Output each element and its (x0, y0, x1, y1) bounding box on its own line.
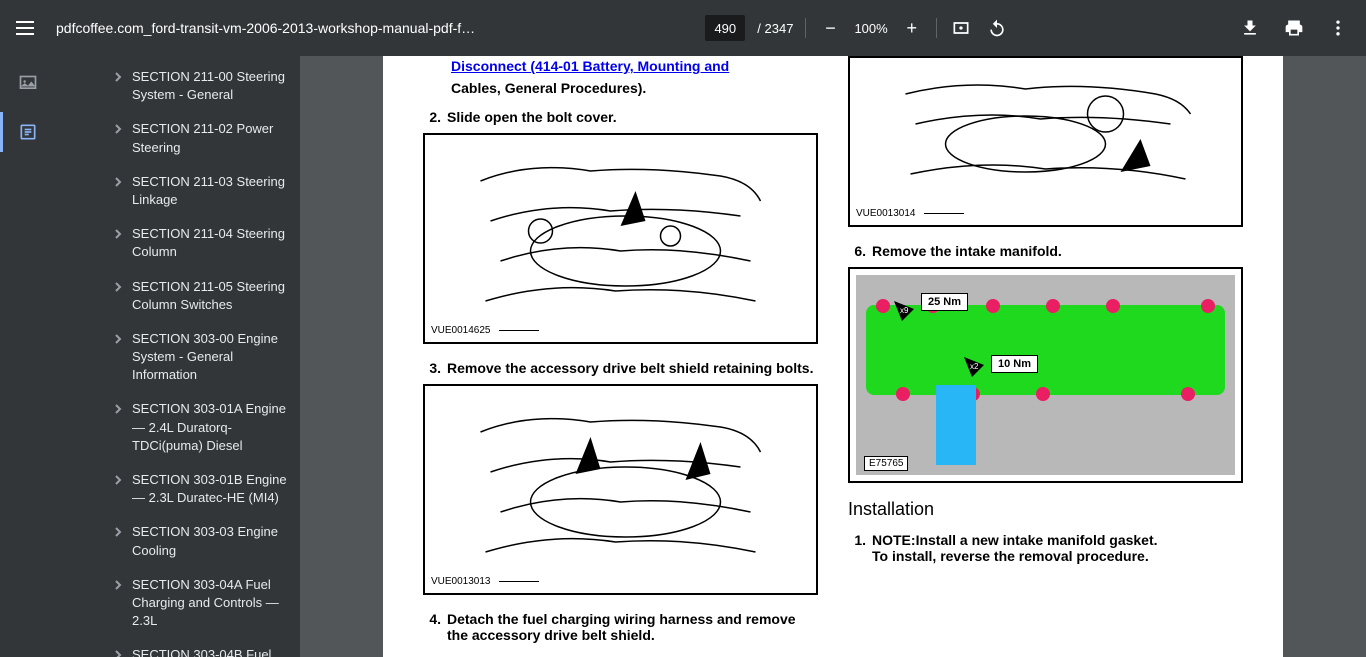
outline-item[interactable]: SECTION 211-02 Power Steering (56, 112, 300, 164)
outline-item-label: SECTION 211-02 Power Steering (132, 120, 288, 156)
outline-item-label: SECTION 303-00 Engine System - General I… (132, 330, 288, 385)
chevron-right-icon[interactable] (112, 578, 124, 590)
print-icon[interactable] (1282, 16, 1306, 40)
chevron-right-icon[interactable] (112, 227, 124, 239)
figure-right-2: 25 Nm 10 Nm x9 x2 E75765 (848, 267, 1243, 483)
outline-item[interactable]: SECTION 303-03 Engine Cooling (56, 515, 300, 567)
chevron-right-icon[interactable] (112, 402, 124, 414)
install-step-1: 1. NOTE:Install a new intake manifold ga… (848, 532, 1243, 564)
chevron-right-icon[interactable] (112, 473, 124, 485)
pdf-page: Disconnect (414-01 Battery, Mounting and… (383, 56, 1283, 657)
figure-2: VUE0013013 (423, 384, 818, 595)
thumbnails-tab[interactable] (16, 72, 40, 96)
chevron-right-icon[interactable] (112, 332, 124, 344)
outline-item-label: SECTION 211-05 Steering Column Switches (132, 278, 288, 314)
procedure-link[interactable]: Disconnect (414-01 Battery, Mounting and (451, 58, 729, 74)
figure-code: E75765 (864, 456, 908, 471)
main-area: SECTION 211-00 Steering System - General… (0, 56, 1366, 657)
divider (805, 18, 806, 38)
page-number-input[interactable] (705, 15, 745, 41)
torque-label-1: 25 Nm (921, 293, 968, 311)
rotate-icon[interactable] (985, 16, 1009, 40)
figure-right-1: VUE0013014 (848, 56, 1243, 227)
step-6: 6. Remove the intake manifold. (848, 243, 1243, 259)
outline-item-label: SECTION 303-03 Engine Cooling (132, 523, 288, 559)
sidebar-tabs (0, 56, 56, 657)
chevron-right-icon[interactable] (112, 70, 124, 82)
step-3: 3. Remove the accessory drive belt shiel… (423, 360, 818, 376)
chevron-right-icon[interactable] (112, 648, 124, 657)
content-area[interactable]: Disconnect (414-01 Battery, Mounting and… (300, 56, 1366, 657)
outline-item[interactable]: SECTION 303-00 Engine System - General I… (56, 322, 300, 393)
outline-item-label: SECTION 211-03 Steering Linkage (132, 173, 288, 209)
download-icon[interactable] (1238, 16, 1262, 40)
pipe-graphic (936, 385, 976, 465)
outline-item[interactable]: SECTION 303-04A Fuel Charging and Contro… (56, 568, 300, 639)
divider (936, 18, 937, 38)
fit-page-icon[interactable] (949, 16, 973, 40)
menu-icon[interactable] (16, 16, 40, 40)
filename: pdfcoffee.com_ford-transit-vm-2006-2013-… (56, 20, 476, 36)
pdf-toolbar: pdfcoffee.com_ford-transit-vm-2006-2013-… (0, 0, 1366, 56)
zoom-in-button[interactable]: + (900, 16, 924, 40)
procedure-text: Cables, General Procedures). (451, 80, 646, 96)
page-total: / 2347 (757, 21, 793, 36)
outline-panel[interactable]: SECTION 211-00 Steering System - General… (56, 56, 300, 657)
figure-1: VUE0014625 (423, 133, 818, 344)
outline-item[interactable]: SECTION 303-01A Engine — 2.4L Duratorq-T… (56, 392, 300, 463)
outline-item[interactable]: SECTION 303-01B Engine — 2.3L Duratec-HE… (56, 463, 300, 515)
outline-item[interactable]: SECTION 303-04B Fuel Charging and Contro… (56, 638, 300, 657)
outline-item-label: SECTION 303-04B Fuel Charging and Contro… (132, 646, 288, 657)
svg-text:x2: x2 (970, 362, 979, 371)
outline-item[interactable]: SECTION 211-03 Steering Linkage (56, 165, 300, 217)
outline-tab[interactable] (16, 120, 40, 144)
zoom-out-button[interactable]: − (818, 16, 842, 40)
chevron-right-icon[interactable] (112, 525, 124, 537)
outline-item[interactable]: SECTION 211-00 Steering System - General (56, 60, 300, 112)
torque-label-2: 10 Nm (991, 355, 1038, 373)
chevron-right-icon[interactable] (112, 122, 124, 134)
outline-item-label: SECTION 303-01B Engine — 2.3L Duratec-HE… (132, 471, 288, 507)
outline-item-label: SECTION 211-04 Steering Column (132, 225, 288, 261)
outline-item[interactable]: SECTION 211-04 Steering Column (56, 217, 300, 269)
chevron-right-icon[interactable] (112, 175, 124, 187)
manifold-graphic (866, 305, 1225, 395)
chevron-right-icon[interactable] (112, 280, 124, 292)
outline-item-label: SECTION 303-01A Engine — 2.4L Duratorq-T… (132, 400, 288, 455)
outline-item-label: SECTION 303-04A Fuel Charging and Contro… (132, 576, 288, 631)
more-icon[interactable] (1326, 16, 1350, 40)
installation-heading: Installation (848, 499, 1243, 520)
step-4: 4. Detach the fuel charging wiring harne… (423, 611, 818, 643)
outline-item-label: SECTION 211-00 Steering System - General (132, 68, 288, 104)
step-2: 2. Slide open the bolt cover. (423, 109, 818, 125)
svg-text:x9: x9 (900, 306, 909, 315)
outline-item[interactable]: SECTION 211-05 Steering Column Switches (56, 270, 300, 322)
zoom-level: 100% (854, 21, 887, 36)
